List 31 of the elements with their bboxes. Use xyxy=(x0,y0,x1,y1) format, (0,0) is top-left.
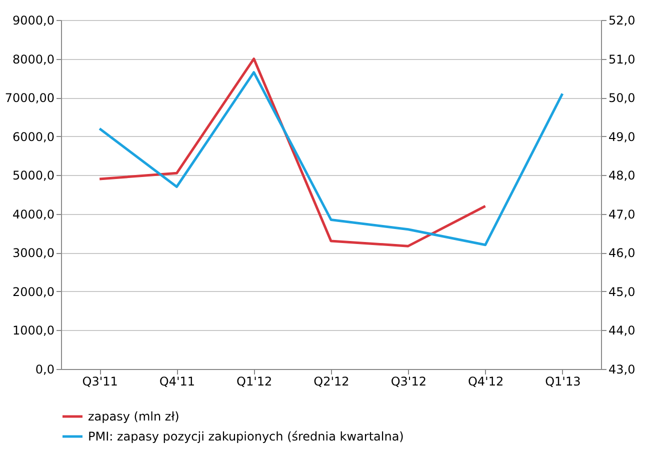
line-series xyxy=(98,58,487,248)
y2-tick-label: 51,0 xyxy=(608,52,636,66)
y-tick-label: 4000,0 xyxy=(12,207,54,222)
y2-tick-label: 50,0 xyxy=(608,91,636,106)
y2-tick-label: 49,0 xyxy=(608,130,636,144)
x-tick-label: Q1'13 xyxy=(545,374,581,388)
legend-label: PMI: zapasy pozycji zakupionych (średnia kwartalna) xyxy=(88,430,404,444)
y-tick-label: 3000,0 xyxy=(12,246,54,260)
y2-tick-label: 43,0 xyxy=(608,362,636,376)
x-tick-label: Q3'11 xyxy=(82,374,118,388)
x-tick-label: Q4'11 xyxy=(159,374,196,388)
legend-label: zapasy (mln zł) xyxy=(88,410,180,424)
y-tick-label: 1000,0 xyxy=(12,324,54,338)
y-tick-label: 6000,0 xyxy=(12,130,54,144)
y-tick-label: 0,0 xyxy=(35,362,54,376)
y2-tick-label: 52,0 xyxy=(608,14,636,28)
x-tick-label: Q4'12 xyxy=(468,374,504,388)
y-tick-label: 8000,0 xyxy=(12,52,54,66)
y-tick-label: 7000,00 xyxy=(4,91,54,106)
y2-tick-label: 44,0 xyxy=(608,324,636,338)
y2-tick-label: 46,0 xyxy=(608,246,636,260)
x-tick-label: Q3'12 xyxy=(390,374,426,388)
x-tick-label: Q1'12 xyxy=(236,374,272,388)
y2-tick-label: 47,0 xyxy=(608,207,636,222)
y2-tick-label: 48,0 xyxy=(608,168,636,183)
x-tick-label: Q2'12 xyxy=(314,374,350,388)
y-tick-label: 2000,0 xyxy=(12,284,54,299)
y-tick-label: 5000,0 xyxy=(12,168,54,183)
line-series xyxy=(98,71,564,246)
y2-tick-label: 45,0 xyxy=(608,284,636,299)
y-tick-label: 9000,0 xyxy=(12,14,54,28)
